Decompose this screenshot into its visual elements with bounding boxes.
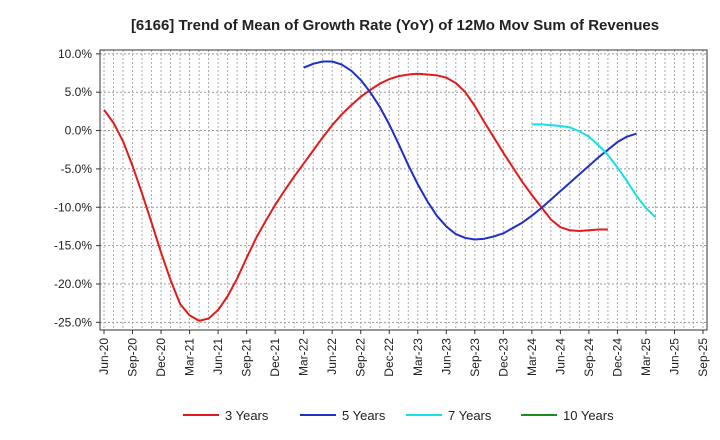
y-tick-label: 5.0% [65, 85, 93, 99]
x-tick-label: Dec-24 [610, 338, 624, 377]
x-tick-label: Sep-20 [126, 338, 140, 377]
x-tick-label: Mar-25 [639, 338, 653, 376]
series-lines [103, 60, 657, 322]
x-tick-label: Jun-23 [439, 338, 453, 375]
x-tick-label: Sep-22 [354, 338, 368, 377]
x-tick-label: Dec-21 [268, 338, 282, 377]
x-tick-label: Jun-24 [553, 338, 567, 375]
y-tick-label: -20.0% [54, 277, 92, 291]
x-tick-label: Mar-23 [411, 338, 425, 376]
series-line-3-years [103, 72, 608, 322]
y-tick-label: -10.0% [54, 200, 92, 214]
y-tick-label: -25.0% [54, 315, 92, 329]
x-tick-label: Sep-24 [582, 338, 596, 377]
x-tick-label: Mar-24 [525, 338, 539, 376]
legend-label-3-years: 3 Years [225, 408, 269, 423]
x-tick-label: Sep-21 [240, 338, 254, 377]
series-line-7-years [531, 123, 657, 218]
chart-title: [6166] Trend of Mean of Growth Rate (YoY… [131, 17, 659, 34]
x-tick-label: Dec-23 [496, 338, 510, 377]
y-axis: 10.0% 5.0% 0.0% -5.0% -10.0% -15.0% -20.0% -25.… [54, 47, 100, 329]
gridlines [100, 50, 707, 330]
legend-label-10-years: 10 Years [563, 408, 614, 423]
x-tick-label: Jun-25 [667, 338, 681, 375]
x-tick-label: Dec-20 [154, 338, 168, 377]
x-tick-label: Jun-22 [325, 338, 339, 375]
legend-label-7-years: 7 Years [448, 408, 492, 423]
y-tick-label: -15.0% [54, 239, 92, 253]
x-axis: Jun-20 Sep-20 Dec-20 Mar-21 Jun-21 Sep-21 Dec-… [97, 330, 710, 377]
x-tick-label: Dec-22 [382, 338, 396, 377]
x-tick-label: Mar-22 [297, 338, 311, 376]
y-tick-label: -5.0% [61, 162, 93, 176]
series-line-5-years [303, 60, 637, 241]
x-tick-label: Sep-23 [468, 338, 482, 377]
x-tick-label: Jun-20 [97, 338, 111, 375]
y-tick-label: 0.0% [65, 124, 93, 138]
plot-border [99, 49, 708, 331]
legend-label-5-years: 5 Years [342, 408, 386, 423]
plot-area [100, 50, 707, 330]
y-tick-label: 10.0% [58, 47, 92, 61]
x-tick-label: Jun-21 [211, 338, 225, 375]
x-tick-label: Sep-25 [696, 338, 710, 377]
legend: 3 Years 5 Years 7 Years 10 Years [183, 408, 614, 423]
x-tick-label: Mar-21 [183, 338, 197, 376]
